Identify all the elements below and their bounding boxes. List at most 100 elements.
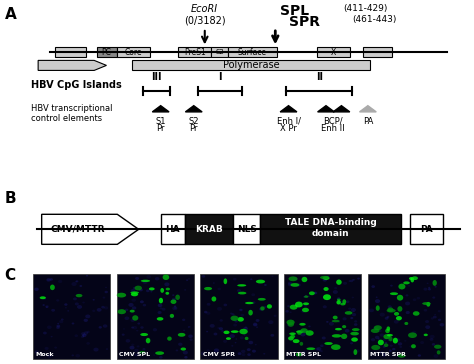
Ellipse shape (131, 327, 134, 328)
Ellipse shape (382, 353, 386, 357)
Ellipse shape (239, 329, 248, 334)
Polygon shape (318, 106, 334, 112)
Ellipse shape (357, 278, 360, 280)
Ellipse shape (82, 335, 84, 337)
Ellipse shape (296, 353, 302, 356)
Ellipse shape (61, 318, 64, 320)
Ellipse shape (219, 327, 223, 330)
Ellipse shape (302, 308, 309, 312)
Ellipse shape (433, 280, 437, 286)
Ellipse shape (139, 288, 143, 291)
Ellipse shape (207, 349, 210, 352)
Ellipse shape (320, 344, 324, 347)
Ellipse shape (130, 319, 135, 322)
Ellipse shape (130, 291, 139, 294)
Ellipse shape (155, 351, 164, 355)
Ellipse shape (251, 293, 255, 296)
Ellipse shape (210, 324, 215, 328)
Ellipse shape (291, 283, 300, 287)
Ellipse shape (332, 334, 341, 337)
Ellipse shape (374, 325, 382, 330)
Ellipse shape (303, 351, 305, 353)
Ellipse shape (394, 320, 399, 324)
Ellipse shape (232, 317, 237, 321)
Ellipse shape (404, 322, 408, 325)
Ellipse shape (288, 281, 292, 285)
Ellipse shape (412, 331, 417, 334)
Ellipse shape (126, 339, 130, 343)
Ellipse shape (128, 303, 134, 307)
Ellipse shape (429, 338, 433, 341)
Text: Pr: Pr (156, 124, 165, 134)
Ellipse shape (137, 345, 139, 348)
Ellipse shape (300, 342, 303, 346)
Ellipse shape (182, 318, 185, 321)
Ellipse shape (308, 295, 310, 297)
Ellipse shape (372, 285, 375, 288)
Ellipse shape (132, 306, 137, 310)
Ellipse shape (354, 320, 357, 323)
Ellipse shape (319, 349, 320, 351)
Ellipse shape (345, 329, 349, 333)
Text: B: B (5, 191, 17, 206)
Ellipse shape (86, 342, 90, 345)
Ellipse shape (293, 339, 300, 343)
Ellipse shape (105, 287, 107, 288)
Ellipse shape (75, 354, 80, 357)
Ellipse shape (59, 320, 64, 323)
Ellipse shape (72, 282, 77, 286)
Ellipse shape (164, 282, 170, 286)
Ellipse shape (411, 344, 416, 348)
Ellipse shape (258, 298, 266, 301)
Ellipse shape (235, 320, 238, 323)
Ellipse shape (75, 281, 77, 282)
Text: HBV transcriptional: HBV transcriptional (31, 104, 112, 114)
Ellipse shape (376, 305, 380, 311)
Ellipse shape (51, 309, 55, 312)
Ellipse shape (224, 304, 227, 306)
Ellipse shape (158, 304, 162, 307)
Ellipse shape (129, 346, 135, 349)
Ellipse shape (333, 316, 337, 319)
Ellipse shape (396, 316, 402, 320)
Ellipse shape (337, 318, 338, 320)
Ellipse shape (348, 280, 351, 282)
Ellipse shape (238, 292, 246, 294)
Text: X Pr: X Pr (280, 124, 297, 134)
Ellipse shape (82, 334, 87, 337)
Ellipse shape (290, 312, 292, 313)
Ellipse shape (287, 323, 292, 327)
Ellipse shape (345, 311, 353, 315)
Ellipse shape (304, 304, 308, 307)
Ellipse shape (77, 305, 82, 309)
Ellipse shape (420, 341, 424, 344)
Ellipse shape (323, 278, 327, 282)
Ellipse shape (352, 310, 355, 312)
Ellipse shape (58, 280, 62, 283)
Ellipse shape (230, 313, 233, 314)
Ellipse shape (146, 275, 151, 278)
Ellipse shape (201, 352, 206, 355)
Ellipse shape (76, 294, 82, 297)
Text: PreS1: PreS1 (184, 48, 206, 56)
Ellipse shape (386, 327, 390, 331)
Ellipse shape (131, 344, 135, 346)
Ellipse shape (131, 289, 135, 292)
Ellipse shape (378, 340, 384, 345)
Ellipse shape (252, 350, 256, 353)
Ellipse shape (45, 305, 49, 308)
Ellipse shape (337, 300, 341, 305)
Ellipse shape (403, 281, 410, 284)
Ellipse shape (256, 280, 265, 284)
Ellipse shape (288, 283, 293, 286)
Ellipse shape (247, 348, 251, 351)
Ellipse shape (292, 277, 298, 281)
Ellipse shape (237, 284, 246, 286)
Ellipse shape (301, 277, 307, 282)
Ellipse shape (74, 335, 78, 337)
Ellipse shape (427, 282, 428, 284)
Ellipse shape (351, 337, 358, 342)
Ellipse shape (104, 306, 108, 309)
Ellipse shape (47, 325, 52, 329)
Ellipse shape (190, 339, 193, 341)
